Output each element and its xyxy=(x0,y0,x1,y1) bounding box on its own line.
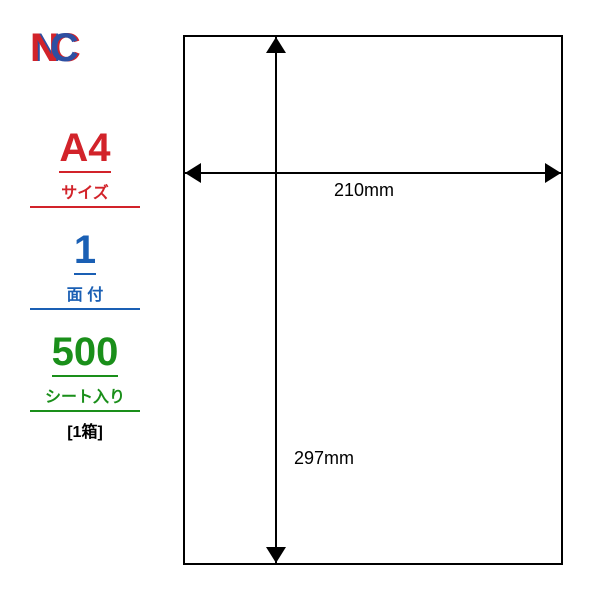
width-arrow-left-icon xyxy=(185,163,201,183)
height-arrow-down-icon xyxy=(266,547,286,563)
spec-sheets-sub: シート入り xyxy=(30,383,140,412)
width-dim-line xyxy=(185,172,561,174)
spec-a4-sub: サイズ xyxy=(30,179,140,208)
width-label: 210mm xyxy=(330,180,398,201)
spec-sheets-value: 500 xyxy=(52,332,119,377)
spec-a4-value: A4 xyxy=(59,128,110,173)
logo-c: C xyxy=(50,26,76,70)
width-arrow-right-icon xyxy=(545,163,561,183)
height-arrow-up-icon xyxy=(266,37,286,53)
brand-logo: NC xyxy=(30,28,76,68)
spec-faces-sub: 面 付 xyxy=(30,281,140,310)
spec-a4: A4 サイズ xyxy=(30,128,140,208)
spec-sheets: 500 シート入り [1箱] xyxy=(30,332,140,442)
spec-faces-value: 1 xyxy=(74,230,96,275)
sheet-frame xyxy=(183,35,563,565)
height-dim-line xyxy=(275,37,277,563)
height-label: 297mm xyxy=(290,448,358,469)
spec-sheets-note: [1箱] xyxy=(30,418,140,442)
spec-faces: 1 面 付 xyxy=(30,230,140,310)
